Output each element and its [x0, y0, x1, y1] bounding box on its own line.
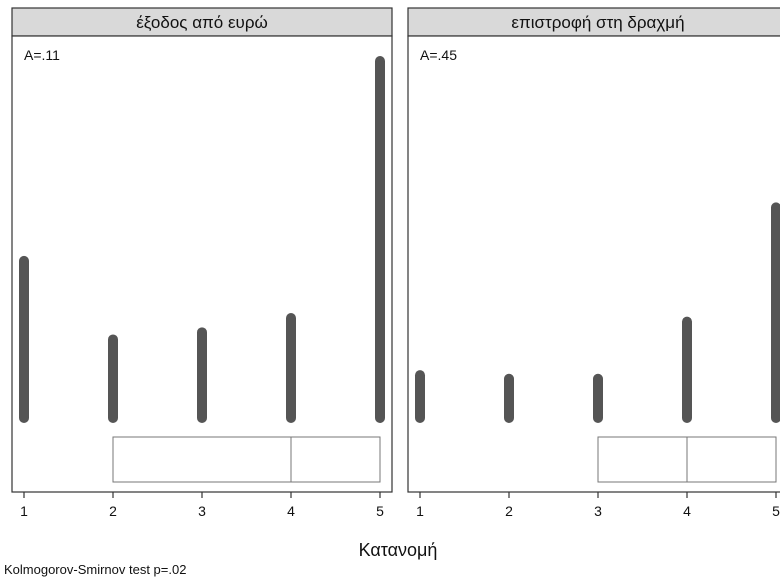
- x-tick-label-4: 4: [287, 503, 295, 519]
- panel-left-x-axis: 1 2 3 4 5: [20, 492, 384, 519]
- x-tick-label-3: 3: [198, 503, 206, 519]
- panel-left-bars: [19, 56, 385, 423]
- panel-left: έξοδος από ευρώ A=.11 1 2 3 4 5: [11, 7, 393, 519]
- panel-right-boxplot: [597, 436, 777, 483]
- x-tick-label-4: 4: [683, 503, 691, 519]
- panel-right-annotation: A=.45: [420, 47, 457, 63]
- x-tick-label-5: 5: [376, 503, 384, 519]
- x-tick-label-1: 1: [416, 503, 424, 519]
- x-tick-label-5: 5: [772, 503, 780, 519]
- panel-right: επιστροφή στη δραχμή A=.45 1 2 3 4 5: [407, 7, 780, 519]
- x-tick-label-2: 2: [109, 503, 117, 519]
- x-axis-label: Κατανομή: [359, 540, 438, 560]
- footnote: Kolmogorov-Smirnov test p=.02: [4, 562, 186, 577]
- panel-right-bars: [415, 202, 780, 423]
- panel-left-boxplot: [112, 436, 381, 483]
- panel-left-title: έξοδος από ευρώ: [136, 13, 268, 32]
- panel-right-plot-area: [407, 35, 780, 493]
- panel-left-header: [11, 7, 393, 37]
- panel-left-annotation: A=.11: [24, 47, 60, 63]
- x-tick-label-3: 3: [594, 503, 602, 519]
- panel-left-plot-area: [11, 35, 393, 493]
- panel-right-x-axis: 1 2 3 4 5: [416, 492, 780, 519]
- x-tick-label-1: 1: [20, 503, 28, 519]
- panel-right-header: [407, 7, 780, 37]
- x-tick-label-2: 2: [505, 503, 513, 519]
- panel-right-title: επιστροφή στη δραχμή: [511, 13, 684, 32]
- box-iqr: [112, 436, 381, 483]
